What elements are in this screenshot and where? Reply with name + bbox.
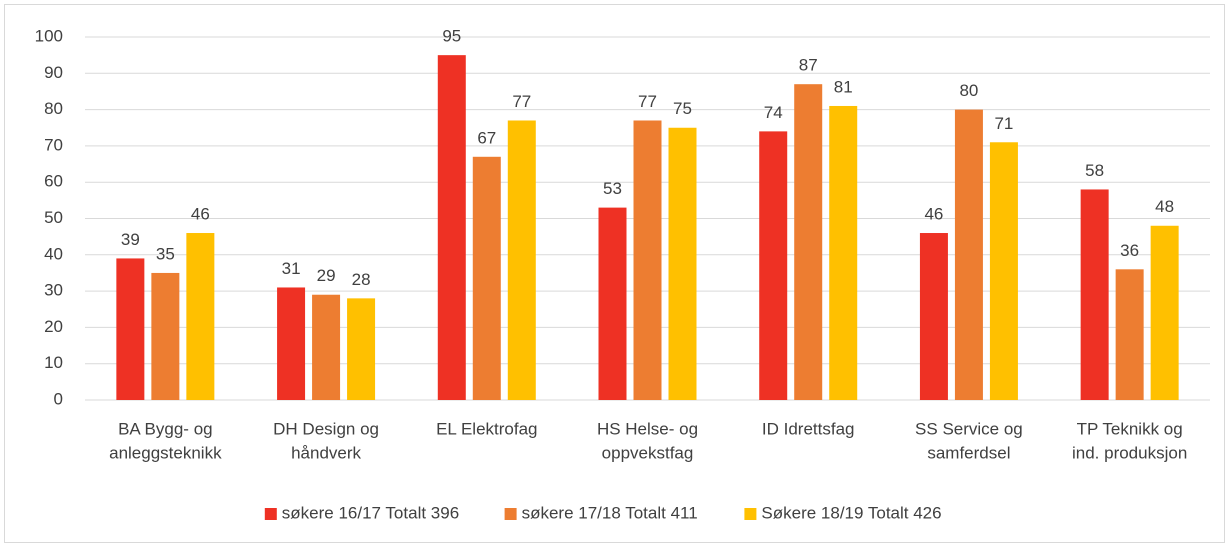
bar xyxy=(507,120,536,401)
bar xyxy=(116,258,145,400)
legend-swatch xyxy=(264,508,277,520)
bar xyxy=(989,142,1018,400)
data-label: 87 xyxy=(799,56,818,75)
x-tick-label: oppvekstfag xyxy=(602,443,694,462)
y-tick-label: 80 xyxy=(44,99,63,118)
bar xyxy=(1115,269,1144,400)
data-label: 36 xyxy=(1120,241,1139,260)
bar xyxy=(759,131,788,400)
bar xyxy=(277,287,306,400)
bar xyxy=(598,207,627,400)
x-tick-label: ind. produksjon xyxy=(1072,443,1187,462)
bar xyxy=(186,233,215,400)
data-label: 31 xyxy=(282,259,301,278)
x-tick-label: EL Elektrofag xyxy=(436,419,537,438)
y-tick-label: 20 xyxy=(44,317,63,336)
y-tick-label: 30 xyxy=(44,281,63,300)
x-tick-label: TP Teknikk og xyxy=(1077,419,1183,438)
y-tick-label: 10 xyxy=(44,353,63,372)
bar xyxy=(347,298,376,400)
bar xyxy=(829,105,858,400)
bar xyxy=(472,156,501,400)
x-tick-label: DH Design og xyxy=(273,419,379,438)
y-tick-label: 70 xyxy=(44,135,63,154)
y-tick-label: 100 xyxy=(35,26,63,45)
x-tick-label: SS Service og xyxy=(915,419,1023,438)
bar xyxy=(312,294,341,400)
bar xyxy=(151,272,180,400)
bar xyxy=(1080,189,1109,400)
legend-label: søkere 17/18 Totalt 411 xyxy=(522,503,698,522)
data-label: 95 xyxy=(442,27,461,46)
bar xyxy=(633,120,662,401)
data-label: 71 xyxy=(994,114,1013,133)
data-label: 53 xyxy=(603,179,622,198)
data-label: 46 xyxy=(924,205,943,224)
x-tick-label: BA Bygg- og xyxy=(118,419,213,438)
y-tick-label: 50 xyxy=(44,208,63,227)
data-label: 77 xyxy=(638,92,657,111)
data-label: 81 xyxy=(834,77,853,96)
data-label: 28 xyxy=(352,270,371,289)
data-label: 67 xyxy=(477,128,496,147)
x-tick-label: ID Idrettsfag xyxy=(762,419,855,438)
x-tick-label: HS Helse- og xyxy=(597,419,698,438)
data-label: 48 xyxy=(1155,197,1174,216)
bar xyxy=(794,84,823,400)
data-label: 80 xyxy=(959,81,978,100)
data-label: 58 xyxy=(1085,161,1104,180)
bar xyxy=(437,55,466,401)
data-label: 29 xyxy=(317,266,336,285)
legend-swatch xyxy=(504,508,517,520)
y-tick-label: 0 xyxy=(54,389,63,408)
legend-swatch xyxy=(744,508,757,520)
bar xyxy=(919,233,948,400)
x-tick-label: samferdsel xyxy=(927,443,1010,462)
bar xyxy=(954,109,983,400)
legend-label: søkere 16/17 Totalt 396 xyxy=(282,503,459,522)
data-label: 46 xyxy=(191,205,210,224)
x-tick-label: anleggsteknikk xyxy=(109,443,222,462)
y-tick-label: 60 xyxy=(44,172,63,191)
bar xyxy=(1150,225,1179,400)
y-tick-label: 40 xyxy=(44,244,63,263)
x-tick-label: håndverk xyxy=(291,443,361,462)
legend-label: Søkere 18/19 Totalt 426 xyxy=(761,503,941,522)
y-tick-label: 90 xyxy=(44,63,63,82)
data-label: 74 xyxy=(764,103,783,122)
data-label: 35 xyxy=(156,244,175,263)
bar xyxy=(668,127,697,400)
data-label: 39 xyxy=(121,230,140,249)
data-label: 77 xyxy=(512,92,531,111)
data-label: 75 xyxy=(673,99,692,118)
